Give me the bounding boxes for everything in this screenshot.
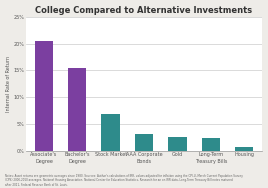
Bar — [235, 147, 253, 151]
Bar — [68, 68, 87, 151]
Bar — [35, 41, 53, 151]
Text: Notes: Asset returns are geometric averages since 1980. Sources: Author's calcul: Notes: Asset returns are geometric avera… — [5, 174, 243, 187]
Y-axis label: Internal Rate of Return: Internal Rate of Return — [6, 56, 10, 112]
Bar — [102, 114, 120, 151]
Title: College Compared to Alternative Investments: College Compared to Alternative Investme… — [35, 6, 252, 14]
Bar — [202, 138, 220, 151]
Bar — [168, 137, 187, 151]
Bar — [135, 134, 153, 151]
